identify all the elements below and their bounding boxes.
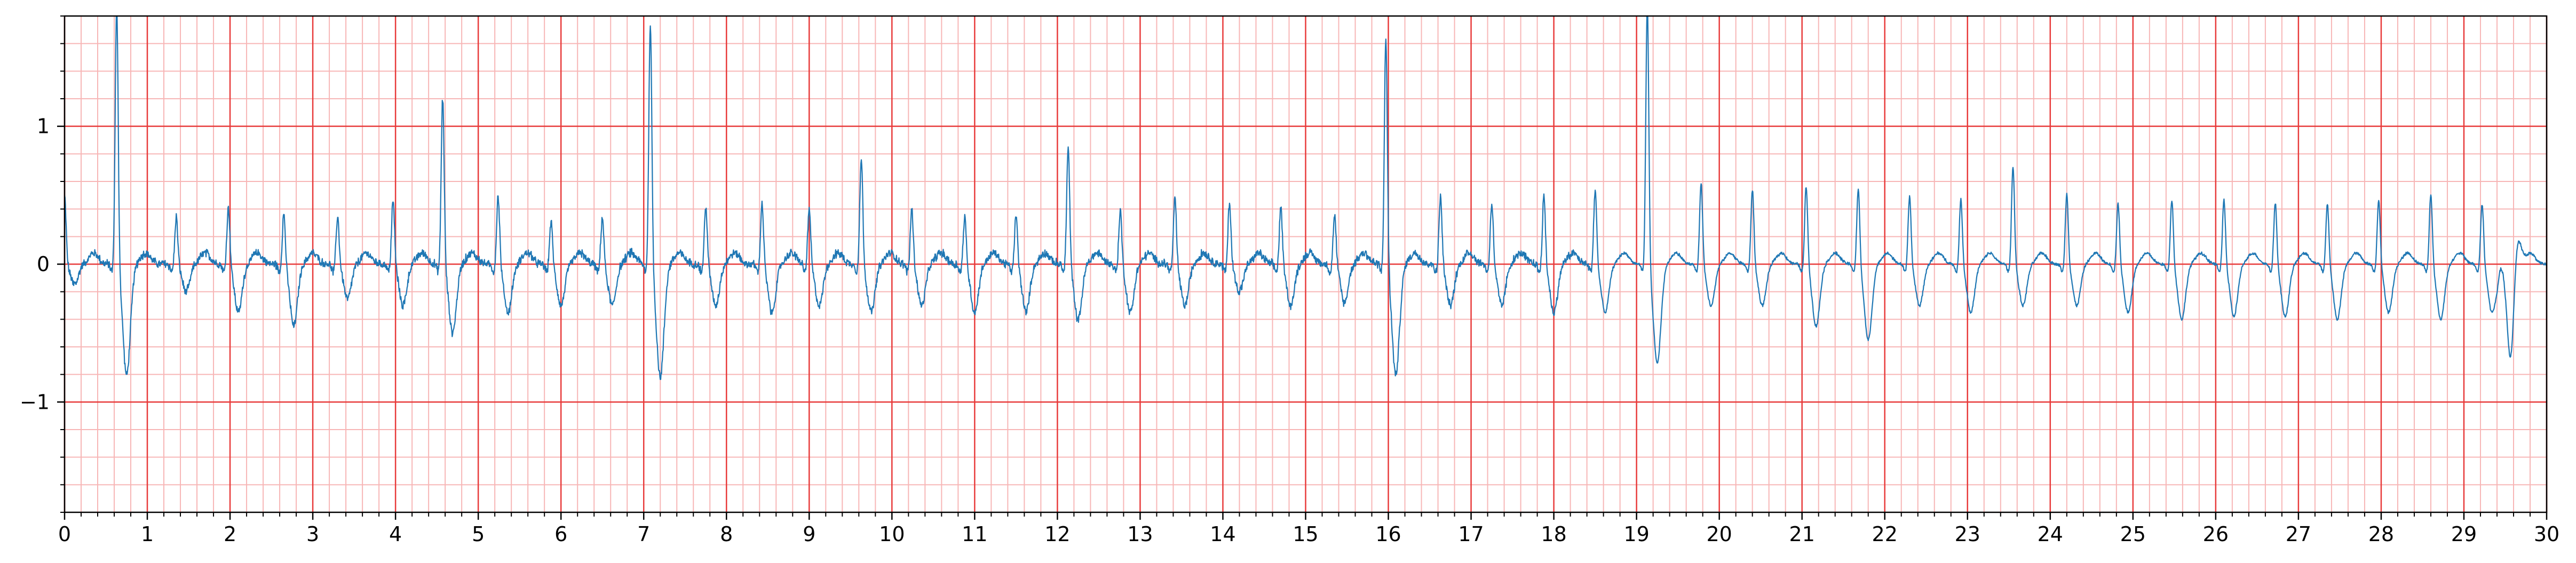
- y-tick-label: 1: [37, 115, 50, 138]
- x-axis: 0 1 2 3 4 5 6 7 8 9 10 11 12 13 14 15 16 17 18 19 20 21 22 23 24…: [58, 512, 2559, 546]
- ecg-series-line: [64, 15, 2547, 380]
- x-tick-label: 12: [1044, 522, 1070, 546]
- x-tick-label: 3: [306, 522, 319, 546]
- x-tick-label: 14: [1210, 522, 1235, 546]
- x-tick-label: 30: [2534, 522, 2559, 546]
- x-tick-label: 17: [1458, 522, 1484, 546]
- x-tick-label: 16: [1375, 522, 1401, 546]
- ecg-trace: [64, 15, 2547, 380]
- x-tick-label: 25: [2120, 522, 2146, 546]
- x-tick-label: 18: [1541, 522, 1566, 546]
- x-tick-label: 23: [1955, 522, 1980, 546]
- x-tick-label: 9: [803, 522, 815, 546]
- x-tick-label: 15: [1293, 522, 1318, 546]
- y-tick-label: −1: [20, 390, 50, 414]
- x-tick-label: 1: [141, 522, 154, 546]
- x-tick-label: 19: [1623, 522, 1649, 546]
- y-axis: −1 0 1: [20, 15, 65, 513]
- x-tick-label: 20: [1706, 522, 1732, 546]
- x-tick-label: 27: [2286, 522, 2311, 546]
- x-tick-label: 13: [1127, 522, 1153, 546]
- x-tick-label: 29: [2451, 522, 2477, 546]
- x-tick-label: 8: [720, 522, 733, 546]
- x-tick-label: 11: [962, 522, 987, 546]
- x-tick-label: 7: [637, 522, 650, 546]
- x-tick-label: 21: [1789, 522, 1815, 546]
- x-tick-label: 2: [224, 522, 236, 546]
- x-tick-label: 28: [2368, 522, 2394, 546]
- y-tick-label: 0: [37, 252, 50, 276]
- x-tick-label: 10: [879, 522, 905, 546]
- x-tick-label: 26: [2203, 522, 2229, 546]
- x-tick-label: 5: [472, 522, 485, 546]
- x-tick-label: 6: [554, 522, 567, 546]
- x-tick-label: 22: [1872, 522, 1898, 546]
- x-tick-label: 4: [389, 522, 402, 546]
- x-tick-label: 24: [2038, 522, 2063, 546]
- x-tick-label: 0: [58, 522, 71, 546]
